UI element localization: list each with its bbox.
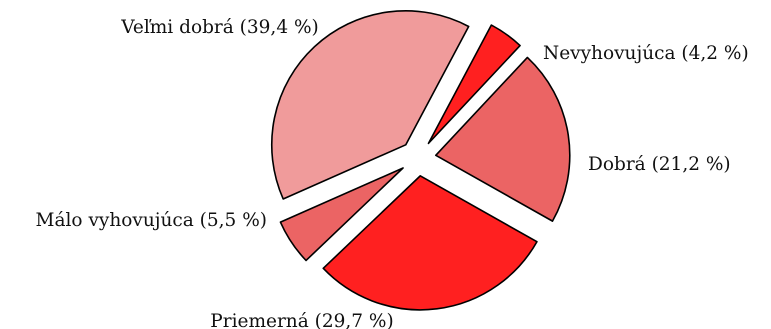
pie-slice-malo-vyhovujuca: [279, 167, 404, 262]
pie-slice-velmi-dobra: [270, 10, 470, 200]
slice-label-priemerna: Priemerná (29,7 %): [210, 311, 393, 329]
pie-slice-dobra: [434, 56, 571, 222]
pie-slice-nevyhovujuca: [427, 24, 521, 145]
slice-label-nevyhovujuca: Nevyhovujúca (4,2 %): [543, 43, 749, 64]
slice-label-malo-vyhovujuca: Málo vyhovujúca (5,5 %): [36, 210, 267, 231]
slice-label-dobra: Dobrá (21,2 %): [588, 154, 731, 175]
slice-label-velmi-dobra: Veľmi dobrá (39,4 %): [120, 17, 319, 38]
pie-slice-priemerna: [322, 175, 538, 311]
labels-layer: Nevyhovujúca (4,2 %) Dobrá (21,2 %) Prieme…: [36, 17, 749, 329]
slices-layer: [270, 10, 571, 311]
